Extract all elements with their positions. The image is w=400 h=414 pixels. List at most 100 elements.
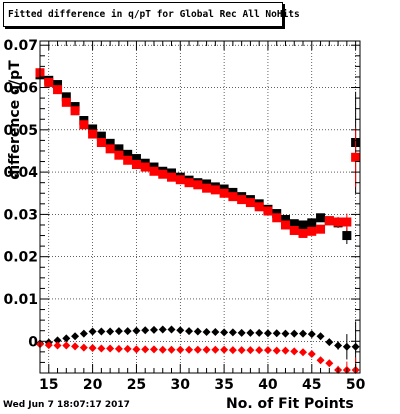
data-point-square — [228, 192, 238, 202]
data-point-square — [123, 149, 133, 159]
data-point-square — [114, 144, 124, 154]
y-tick-label: 0 — [28, 334, 38, 350]
axes-frame — [39, 40, 361, 374]
data-point-square — [280, 214, 290, 224]
x-tick-label: 50 — [346, 377, 366, 393]
x-tick-label: 35 — [214, 377, 233, 393]
data-point-square — [202, 183, 212, 193]
y-tick-label: 0.05 — [3, 123, 38, 139]
data-point-diamond — [325, 338, 334, 347]
data-point-diamond — [228, 328, 237, 337]
data-point-diamond — [351, 342, 360, 351]
data-point-diamond — [97, 327, 106, 336]
data-point-diamond — [71, 342, 80, 351]
data-point-diamond — [228, 346, 237, 355]
data-point-diamond — [44, 341, 53, 350]
data-point-square — [307, 218, 317, 228]
data-point-square — [96, 138, 106, 148]
data-point-square — [316, 213, 326, 223]
data-point-diamond — [263, 346, 272, 355]
data-point-square — [272, 213, 282, 223]
data-point-square — [324, 216, 334, 226]
data-point-diamond — [71, 332, 80, 341]
data-point-square — [140, 162, 150, 172]
data-point-square — [175, 175, 185, 185]
data-point-square — [342, 217, 352, 227]
data-point-square — [79, 120, 89, 130]
data-point-square — [53, 80, 63, 90]
y-tick-label: 0.06 — [3, 81, 38, 97]
data-point-diamond — [149, 345, 158, 354]
data-point-square — [193, 180, 203, 190]
data-point-square — [245, 198, 255, 208]
data-point-diamond — [220, 328, 229, 337]
data-point-diamond — [106, 327, 115, 336]
data-point-diamond — [79, 343, 88, 352]
data-series — [35, 68, 361, 375]
y-axis-label: difference q/pT — [7, 60, 23, 180]
data-point-diamond — [106, 344, 115, 353]
data-point-square — [105, 138, 115, 148]
data-point-diamond — [299, 329, 308, 338]
data-point-square — [131, 159, 141, 169]
data-point-square — [158, 169, 168, 179]
data-point-square — [298, 228, 308, 238]
x-tick-label: 25 — [127, 377, 146, 393]
data-point-diamond — [193, 327, 202, 336]
data-point-diamond — [158, 345, 167, 354]
data-point-square — [280, 220, 290, 230]
series-1 — [35, 68, 361, 238]
x-tick-label: 40 — [258, 377, 278, 393]
data-point-diamond — [167, 345, 176, 354]
data-point-diamond — [141, 345, 150, 354]
data-point-diamond — [334, 341, 343, 350]
data-point-square — [105, 144, 115, 154]
data-point-diamond — [132, 326, 141, 335]
data-point-square — [131, 154, 141, 164]
data-point-diamond — [211, 327, 220, 336]
data-point-diamond — [272, 346, 281, 355]
data-point-diamond — [53, 341, 62, 350]
data-point-square — [289, 219, 299, 229]
data-point-square — [342, 231, 352, 241]
data-point-diamond — [193, 345, 202, 354]
x-tick-label: 15 — [39, 377, 58, 393]
data-point-diamond — [281, 346, 290, 355]
y-tick-label: 0.03 — [3, 207, 38, 223]
data-point-diamond — [176, 326, 185, 335]
data-point-diamond — [281, 329, 290, 338]
data-point-diamond — [246, 346, 255, 355]
data-point-diamond — [325, 359, 334, 368]
data-point-diamond — [316, 332, 325, 341]
data-point-diamond — [176, 345, 185, 354]
data-point-diamond — [255, 346, 264, 355]
data-point-diamond — [299, 348, 308, 357]
data-point-diamond — [185, 327, 194, 336]
data-point-diamond — [290, 347, 299, 356]
x-axis-label: No. of Fit Points — [226, 396, 354, 412]
data-point-diamond — [237, 328, 246, 337]
data-point-square — [123, 155, 133, 165]
data-point-square — [307, 226, 317, 236]
data-point-diamond — [88, 344, 97, 353]
data-point-square — [88, 129, 98, 139]
data-point-square — [88, 124, 98, 134]
data-point-diamond — [123, 327, 132, 336]
data-point-square — [254, 202, 264, 212]
data-point-diamond — [79, 329, 88, 338]
data-point-square — [61, 97, 71, 107]
data-point-square — [114, 150, 124, 160]
data-point-diamond — [62, 341, 71, 350]
data-point-square — [61, 92, 71, 102]
data-point-diamond — [202, 345, 211, 354]
timestamp: Wed Jun 7 18:07:17 2017 — [3, 400, 130, 410]
data-point-square — [316, 224, 326, 234]
data-point-diamond — [114, 344, 123, 353]
data-point-diamond — [202, 327, 211, 336]
grid — [40, 41, 360, 373]
data-point-square — [70, 106, 80, 116]
data-point-square — [298, 220, 308, 230]
data-point-square — [351, 152, 361, 162]
data-point-diamond — [185, 345, 194, 354]
